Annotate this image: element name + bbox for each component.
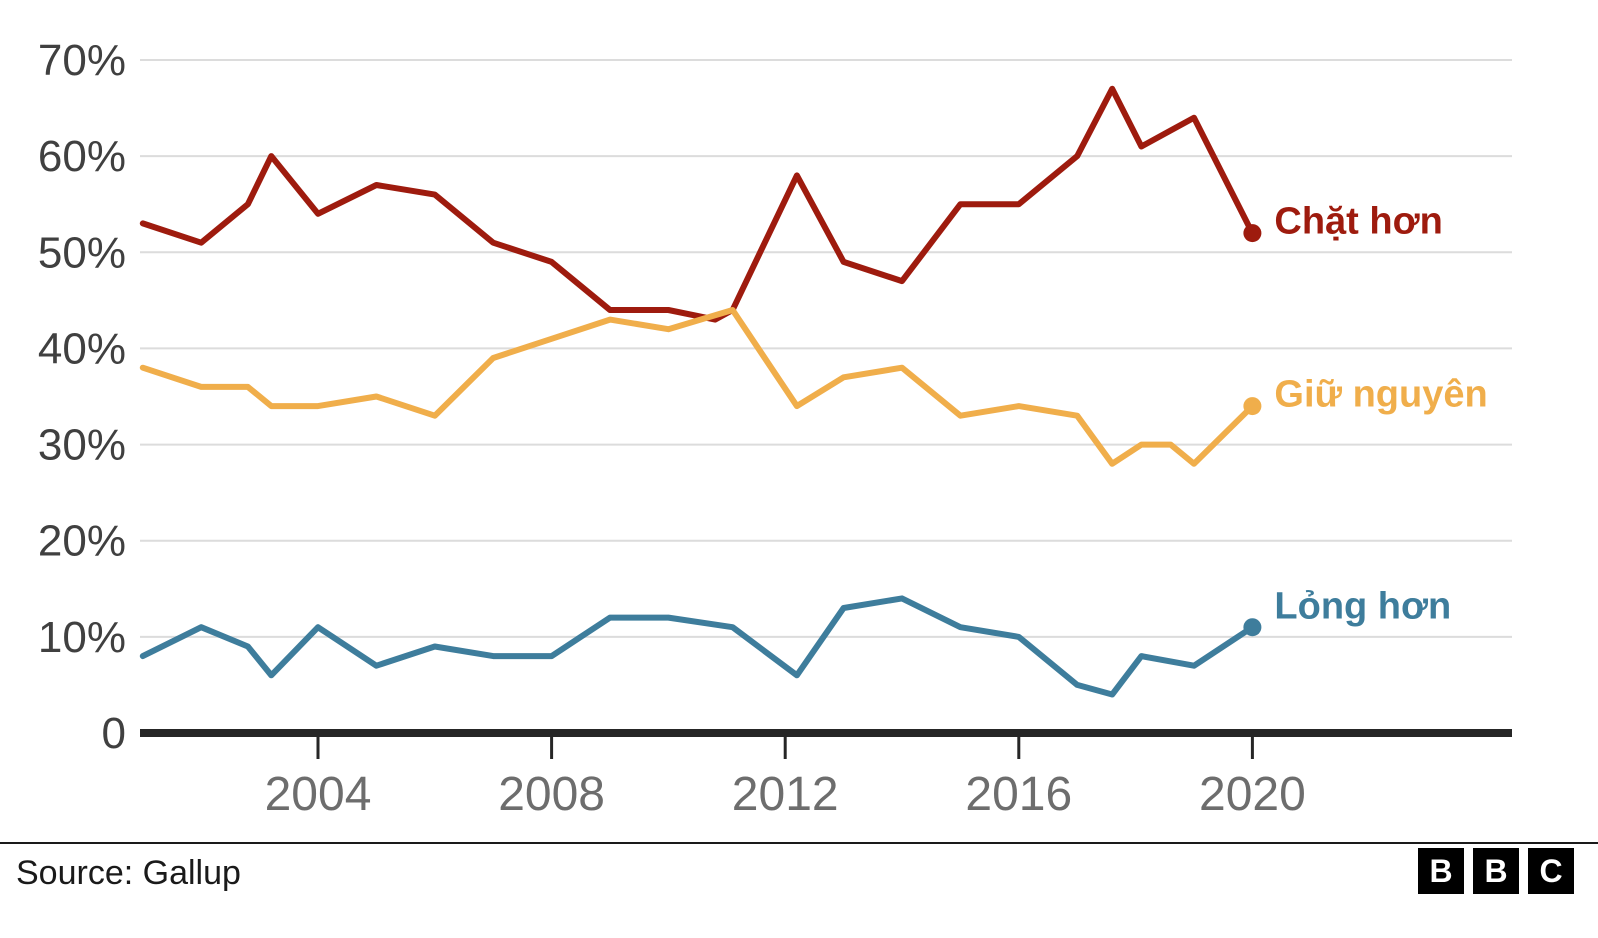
y-axis-label: 30% [38, 421, 126, 470]
series-label-long-hon: Lỏng hơn [1274, 585, 1452, 628]
series-endpoint-long-hon [1243, 618, 1262, 637]
series-line-chat-hon [139, 85, 1256, 323]
x-axis-label: 2004 [265, 768, 372, 821]
y-axis-label: 10% [38, 613, 126, 662]
source-text: Source: Gallup [16, 854, 241, 892]
y-axis-label: 20% [38, 517, 126, 566]
bbc-logo-letter-b2: B [1473, 848, 1519, 894]
y-axis-label: 40% [38, 324, 126, 373]
bbc-logo-letter-b1: B [1418, 848, 1464, 894]
series-label-giu-nguyen: Giữ nguyên [1274, 373, 1488, 416]
series-endpoint-chat-hon [1243, 224, 1262, 243]
footer-divider [0, 842, 1598, 844]
y-axis-label: 60% [38, 132, 126, 181]
series-line-long-hon [139, 595, 1256, 698]
x-axis-label: 2008 [498, 768, 605, 821]
x-axis-label: 2012 [732, 768, 839, 821]
series-line-giu-nguyen [139, 307, 1256, 467]
y-axis-label: 0 [102, 709, 126, 758]
bbc-logo-letter-c: C [1528, 848, 1574, 894]
y-axis-label: 50% [38, 228, 126, 277]
bbc-logo: B B C [1418, 848, 1574, 894]
series-endpoint-giu-nguyen [1243, 397, 1262, 416]
y-axis-label: 70% [38, 36, 126, 85]
x-axis-label: 2016 [965, 768, 1072, 821]
series-label-chat-hon: Chặt hơn [1274, 200, 1443, 243]
x-axis-label: 2020 [1199, 768, 1306, 821]
